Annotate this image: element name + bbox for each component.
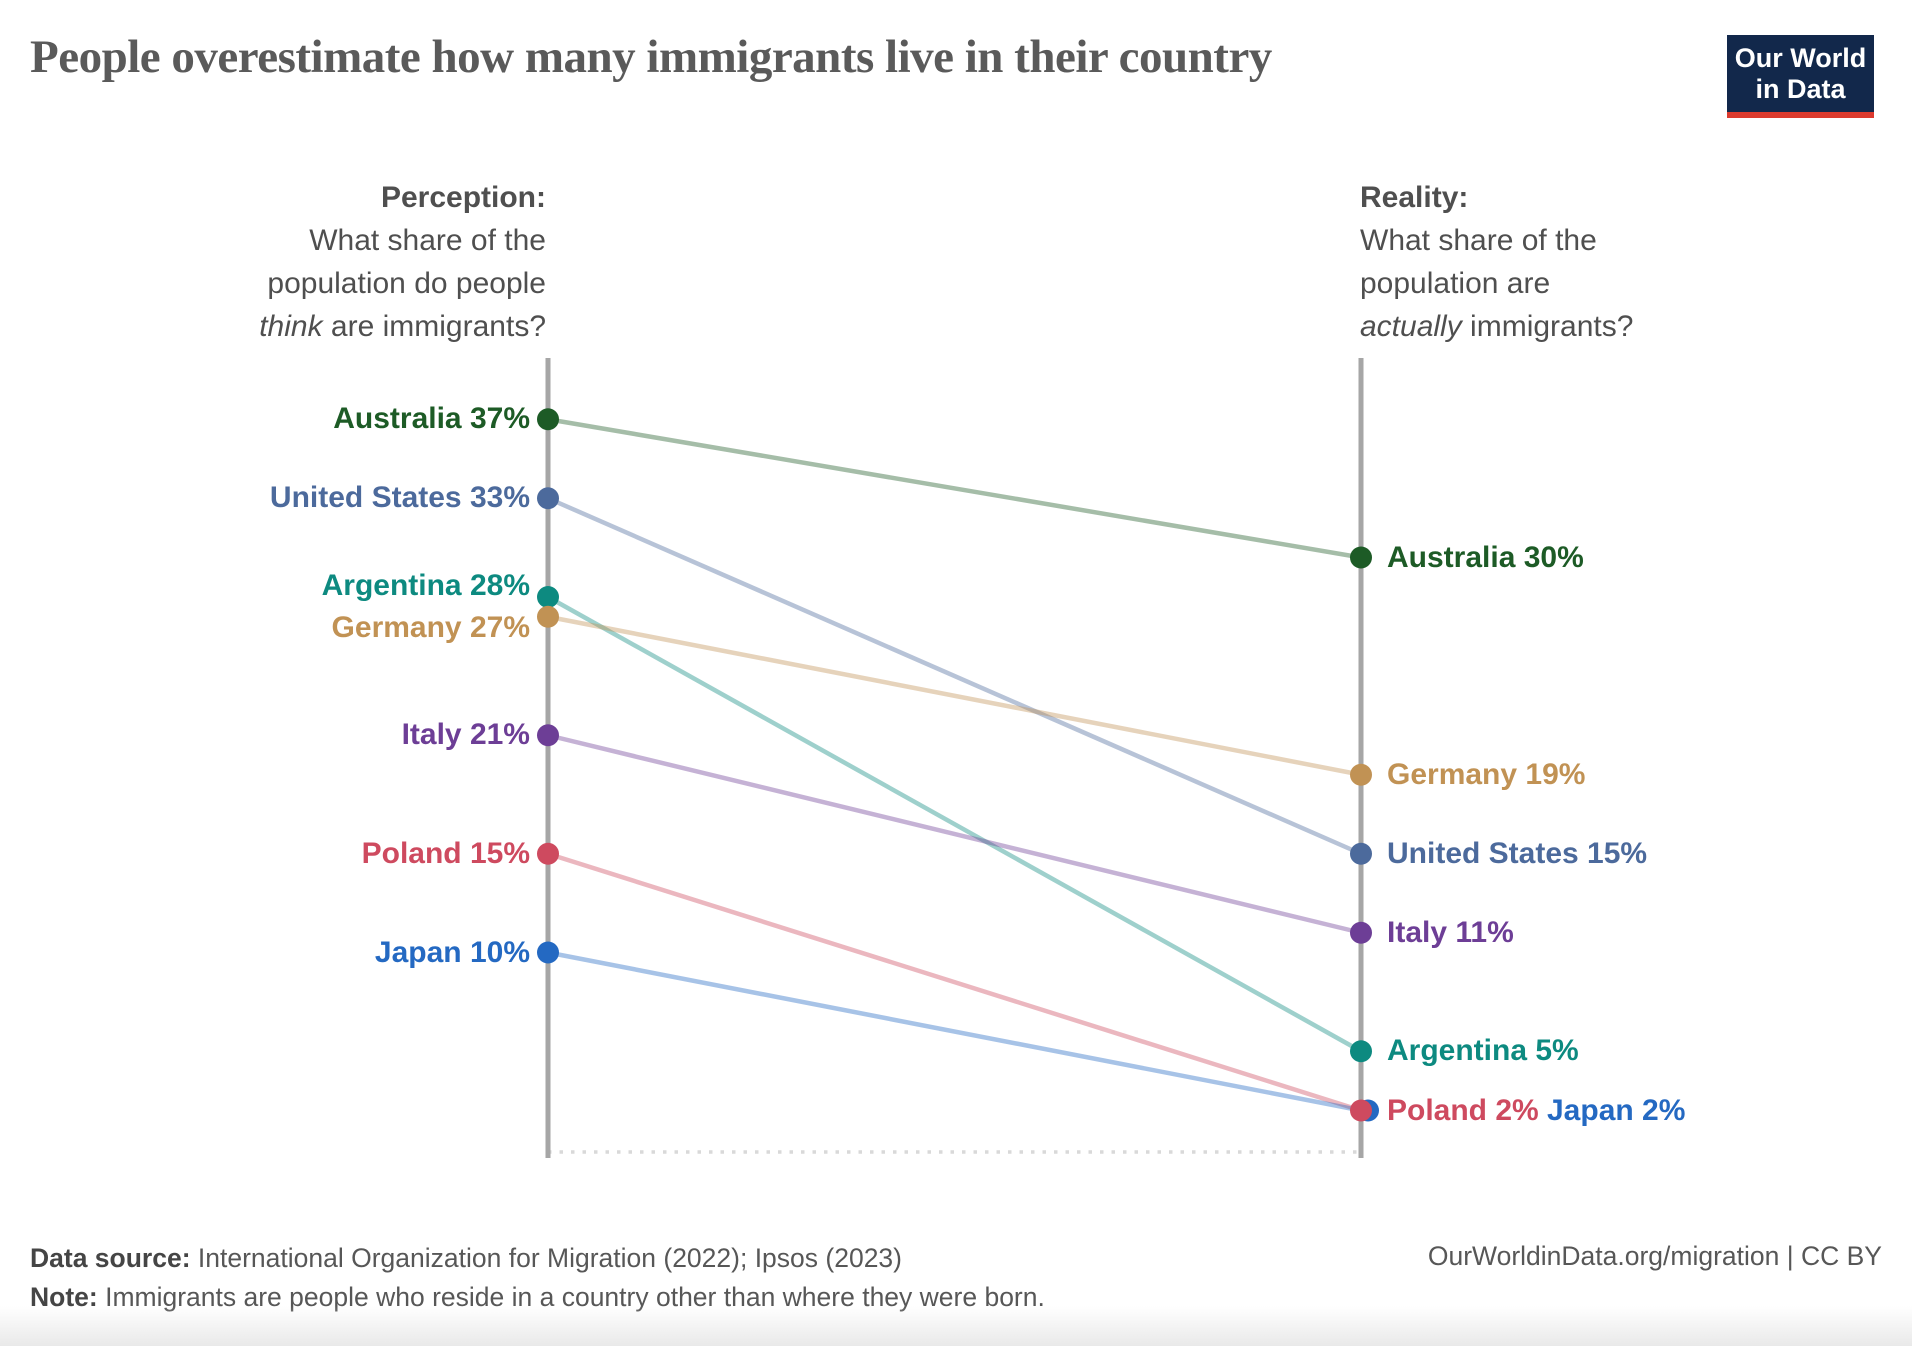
slope-line-poland bbox=[547, 851, 1362, 1113]
dot-united-states-perception bbox=[537, 487, 559, 510]
owid-logo: Our World in Data bbox=[1727, 35, 1874, 118]
perception-heading-title: Perception: bbox=[380, 181, 546, 214]
dot-italy-reality bbox=[1350, 921, 1372, 944]
footer-notes: Data source: International Organization … bbox=[30, 1239, 1045, 1317]
label-poland-reality: Poland 2% bbox=[1387, 1093, 1539, 1127]
dot-germany-reality bbox=[1350, 763, 1372, 786]
slope-line-japan bbox=[547, 950, 1362, 1113]
dot-poland-reality bbox=[1350, 1099, 1372, 1122]
perception-heading-line3: population do people bbox=[267, 267, 546, 300]
data-source-line: Data source: International Organization … bbox=[30, 1243, 902, 1273]
label-germany-perception: Germany 27% bbox=[331, 610, 530, 644]
dot-argentina-perception bbox=[537, 586, 559, 608]
label-poland-perception: Poland 15% bbox=[361, 836, 530, 870]
dot-italy-perception bbox=[537, 724, 559, 747]
perception-heading-line4: think are immigrants? bbox=[259, 310, 546, 343]
label-germany-reality: Germany 19% bbox=[1387, 757, 1586, 791]
reality-heading-line4: actually immigrants? bbox=[1360, 310, 1634, 343]
label-italy-perception: Italy 21% bbox=[401, 718, 530, 752]
owid-logo-line2: in Data bbox=[1755, 73, 1846, 104]
label-united-states-reality: United States 15% bbox=[1387, 836, 1648, 870]
perception-column-heading: Perception: What share of the population… bbox=[0, 176, 546, 348]
label-italy-reality: Italy 11% bbox=[1387, 915, 1514, 949]
dot-australia-perception bbox=[537, 408, 559, 431]
label-japan-perception: Japan 10% bbox=[374, 935, 530, 969]
slope-line-australia bbox=[547, 417, 1362, 560]
slope-line-germany bbox=[547, 614, 1362, 777]
perception-heading-line2: What share of the bbox=[309, 224, 546, 257]
dot-united-states-reality bbox=[1350, 842, 1372, 865]
page-title: People overestimate how many immigrants … bbox=[30, 31, 1272, 83]
dot-argentina-reality bbox=[1350, 1040, 1372, 1063]
slope-line-united-states bbox=[547, 496, 1362, 856]
label-argentina-reality: Argentina 5% bbox=[1387, 1034, 1579, 1068]
footer-citation: OurWorldinData.org/migration | CC BY bbox=[1427, 1241, 1882, 1271]
label-japan-reality: Japan 2% bbox=[1547, 1093, 1686, 1127]
reality-heading-line3: population are bbox=[1360, 267, 1551, 300]
reality-column-heading: Reality: What share of the population ar… bbox=[1360, 176, 1912, 348]
dot-germany-perception bbox=[537, 605, 559, 628]
label-australia-reality: Australia 30% bbox=[1387, 540, 1584, 574]
slope-line-italy bbox=[547, 733, 1362, 935]
slope-line-argentina bbox=[546, 595, 1363, 1054]
label-australia-perception: Australia 37% bbox=[333, 402, 530, 436]
dot-poland-perception bbox=[537, 842, 559, 865]
bottom-fade bbox=[0, 1306, 1912, 1346]
reality-heading-title: Reality: bbox=[1360, 181, 1469, 214]
owid-logo-line1: Our World bbox=[1734, 42, 1867, 73]
dot-australia-reality bbox=[1350, 546, 1372, 569]
label-united-states-perception: United States 33% bbox=[269, 481, 530, 515]
reality-heading-line2: What share of the bbox=[1360, 224, 1597, 257]
dot-japan-perception bbox=[537, 941, 559, 964]
label-argentina-perception: Argentina 28% bbox=[321, 569, 530, 602]
